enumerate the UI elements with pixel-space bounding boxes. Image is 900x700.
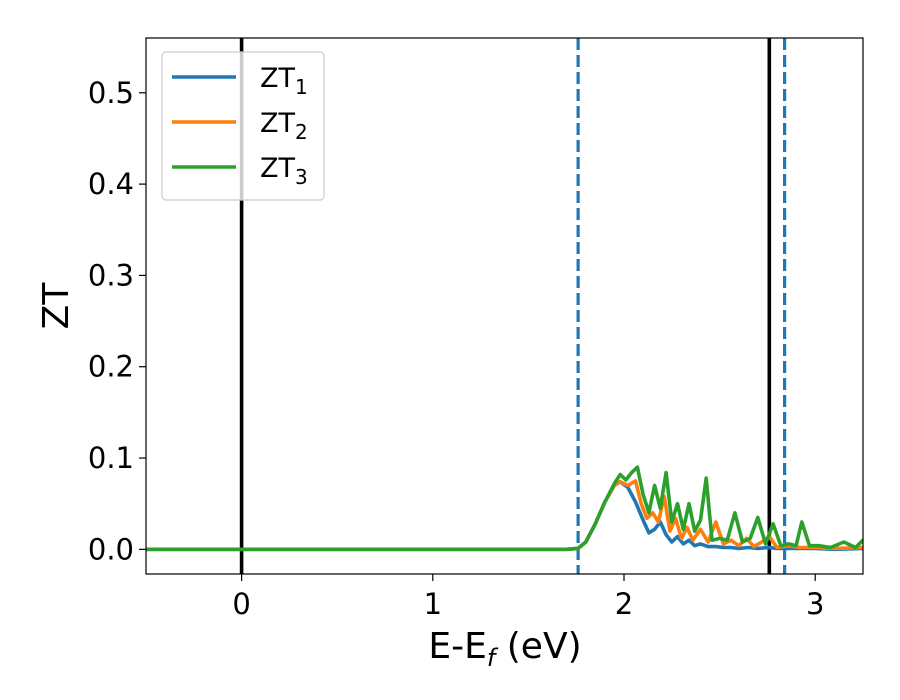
legend-label-1: ZT1: [260, 63, 308, 99]
y-tick-label: 0.3: [88, 258, 134, 292]
y-axis-label: ZT: [36, 282, 77, 330]
legend-label-subscript: 3: [295, 165, 308, 189]
series-line-3: [146, 465, 863, 552]
y-tick-label: 0.4: [88, 167, 134, 201]
legend-box: [161, 51, 325, 201]
legend-label-subscript: 1: [295, 75, 308, 99]
x-tick-label: 0: [232, 587, 250, 621]
x-tick-label: 1: [424, 587, 442, 621]
y-tick-label: 0.1: [88, 441, 134, 475]
legend-label-subscript: 2: [295, 120, 308, 144]
legend-label-main: ZT: [260, 108, 295, 139]
x-axis-label-main: E-E: [428, 626, 486, 667]
legend-label-main: ZT: [260, 63, 295, 94]
x-axis-ticks: 0 1 2 3: [232, 574, 824, 621]
legend-label-3: ZT3: [260, 153, 308, 189]
x-axis-label: E-Ef (eV): [428, 626, 581, 672]
y-tick-label: 0.5: [88, 76, 134, 110]
y-axis-ticks: 0.0 0.1 0.2 0.3 0.4 0.5: [88, 76, 146, 566]
x-axis-label-unit: (eV): [495, 626, 581, 667]
y-tick-label: 0.2: [88, 350, 134, 384]
series-layer: [146, 465, 863, 552]
legend-label-2: ZT2: [260, 108, 308, 144]
series-line-1: [146, 479, 863, 552]
plot-frame: [145, 37, 864, 575]
x-tick-label: 3: [806, 587, 824, 621]
y-tick-label: 0.0: [88, 532, 134, 566]
x-tick-label: 2: [615, 587, 633, 621]
legend-label-main: ZT: [260, 153, 295, 184]
series-line-2: [146, 479, 863, 552]
